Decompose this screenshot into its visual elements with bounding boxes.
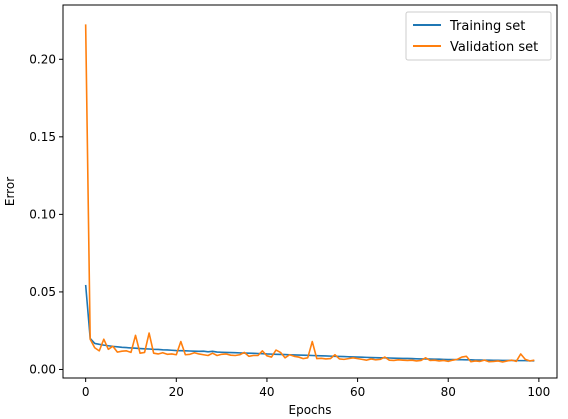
plot-frame (62, 4, 558, 379)
plot-area: 0 20 40 60 80 100 0.00 0.05 0.10 0.15 0.20 (29, 4, 558, 399)
x-tick-label: 40 (259, 385, 274, 399)
y-tick-label: 0.05 (29, 285, 56, 299)
x-tick-label: 0 (82, 385, 90, 399)
x-tick-label: 80 (441, 385, 456, 399)
x-tick-label: 100 (527, 385, 550, 399)
series-line-validation (84, 24, 535, 363)
y-tick-label: 0.20 (29, 52, 56, 66)
legend-label: Training set (449, 19, 525, 34)
x-axis-ticks: 0 20 40 60 80 100 (82, 378, 550, 399)
legend-box (405, 11, 552, 61)
legend-label: Validation set (450, 40, 538, 55)
x-tick-label: 60 (350, 385, 365, 399)
series-lines (84, 24, 535, 363)
y-tick-label: 0.00 (29, 362, 56, 376)
y-axis-label: Error (3, 177, 17, 206)
y-tick-label: 0.15 (29, 130, 56, 144)
legend: Training set Validation set (405, 11, 552, 61)
y-tick-label: 0.10 (29, 207, 56, 221)
x-axis-label: Epochs (289, 403, 332, 417)
y-axis-ticks: 0.00 0.05 0.10 0.15 0.20 (29, 52, 63, 376)
series-line-training (84, 284, 535, 362)
x-tick-label: 20 (169, 385, 184, 399)
